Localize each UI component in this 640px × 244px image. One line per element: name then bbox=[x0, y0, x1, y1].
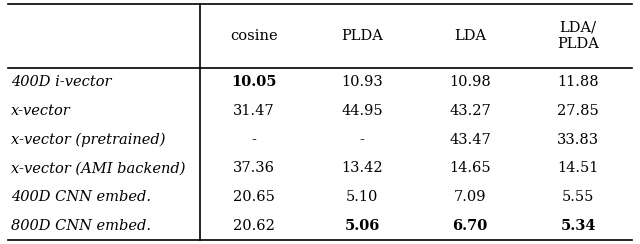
Text: 5.10: 5.10 bbox=[346, 190, 378, 204]
Text: 11.88: 11.88 bbox=[557, 75, 599, 89]
Text: 44.95: 44.95 bbox=[341, 104, 383, 118]
Text: 800D CNN embed.: 800D CNN embed. bbox=[12, 219, 151, 233]
Text: -: - bbox=[360, 133, 364, 147]
Text: 5.55: 5.55 bbox=[562, 190, 594, 204]
Text: 27.85: 27.85 bbox=[557, 104, 599, 118]
Text: 20.65: 20.65 bbox=[233, 190, 275, 204]
Text: 10.05: 10.05 bbox=[231, 75, 276, 89]
Text: LDA: LDA bbox=[454, 29, 486, 43]
Text: PLDA: PLDA bbox=[341, 29, 383, 43]
Text: 5.34: 5.34 bbox=[560, 219, 596, 233]
Text: 20.62: 20.62 bbox=[233, 219, 275, 233]
Text: 14.65: 14.65 bbox=[449, 161, 491, 175]
Text: 13.42: 13.42 bbox=[341, 161, 383, 175]
Text: cosine: cosine bbox=[230, 29, 278, 43]
Text: 43.47: 43.47 bbox=[449, 133, 491, 147]
Text: -: - bbox=[252, 133, 257, 147]
Text: 5.06: 5.06 bbox=[344, 219, 380, 233]
Text: x-vector (AMI backend): x-vector (AMI backend) bbox=[12, 161, 186, 175]
Text: 400D i-vector: 400D i-vector bbox=[12, 75, 112, 89]
Text: 31.47: 31.47 bbox=[233, 104, 275, 118]
Text: 37.36: 37.36 bbox=[233, 161, 275, 175]
Text: 7.09: 7.09 bbox=[454, 190, 486, 204]
Text: 10.93: 10.93 bbox=[341, 75, 383, 89]
Text: 14.51: 14.51 bbox=[557, 161, 598, 175]
Text: 43.27: 43.27 bbox=[449, 104, 491, 118]
Text: x-vector: x-vector bbox=[12, 104, 71, 118]
Text: x-vector (pretrained): x-vector (pretrained) bbox=[12, 132, 166, 147]
Text: 10.98: 10.98 bbox=[449, 75, 491, 89]
Text: LDA/
PLDA: LDA/ PLDA bbox=[557, 21, 599, 51]
Text: 33.83: 33.83 bbox=[557, 133, 599, 147]
Text: 400D CNN embed.: 400D CNN embed. bbox=[12, 190, 151, 204]
Text: 6.70: 6.70 bbox=[452, 219, 488, 233]
